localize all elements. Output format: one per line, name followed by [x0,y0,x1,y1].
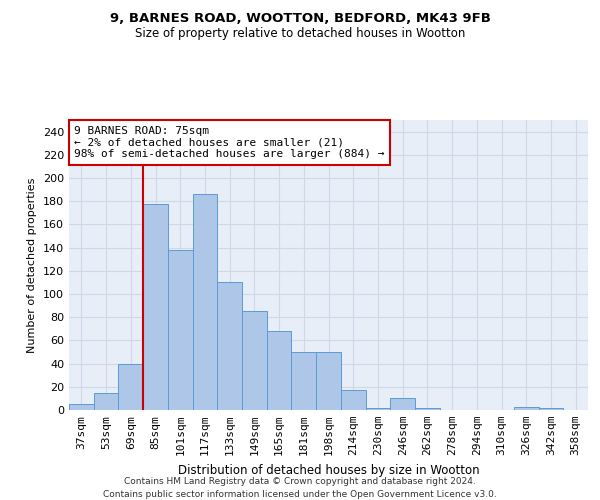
Bar [292,352,316,410]
Bar [341,390,365,410]
Bar [217,282,242,410]
Bar [514,406,539,410]
Text: 9, BARNES ROAD, WOOTTON, BEDFORD, MK43 9FB: 9, BARNES ROAD, WOOTTON, BEDFORD, MK43 9… [110,12,490,26]
Text: Contains public sector information licensed under the Open Government Licence v3: Contains public sector information licen… [103,490,497,499]
Bar [118,364,143,410]
Bar [242,312,267,410]
Bar [415,408,440,410]
Bar [143,204,168,410]
Bar [94,392,118,410]
Bar [168,250,193,410]
Text: Size of property relative to detached houses in Wootton: Size of property relative to detached ho… [135,28,465,40]
Y-axis label: Number of detached properties: Number of detached properties [28,178,37,352]
Bar [69,404,94,410]
Bar [267,331,292,410]
Text: 9 BARNES ROAD: 75sqm
← 2% of detached houses are smaller (21)
98% of semi-detach: 9 BARNES ROAD: 75sqm ← 2% of detached ho… [74,126,385,159]
Bar [193,194,217,410]
X-axis label: Distribution of detached houses by size in Wootton: Distribution of detached houses by size … [178,464,479,476]
Text: Contains HM Land Registry data © Crown copyright and database right 2024.: Contains HM Land Registry data © Crown c… [124,478,476,486]
Bar [390,398,415,410]
Bar [539,408,563,410]
Bar [316,352,341,410]
Bar [365,408,390,410]
